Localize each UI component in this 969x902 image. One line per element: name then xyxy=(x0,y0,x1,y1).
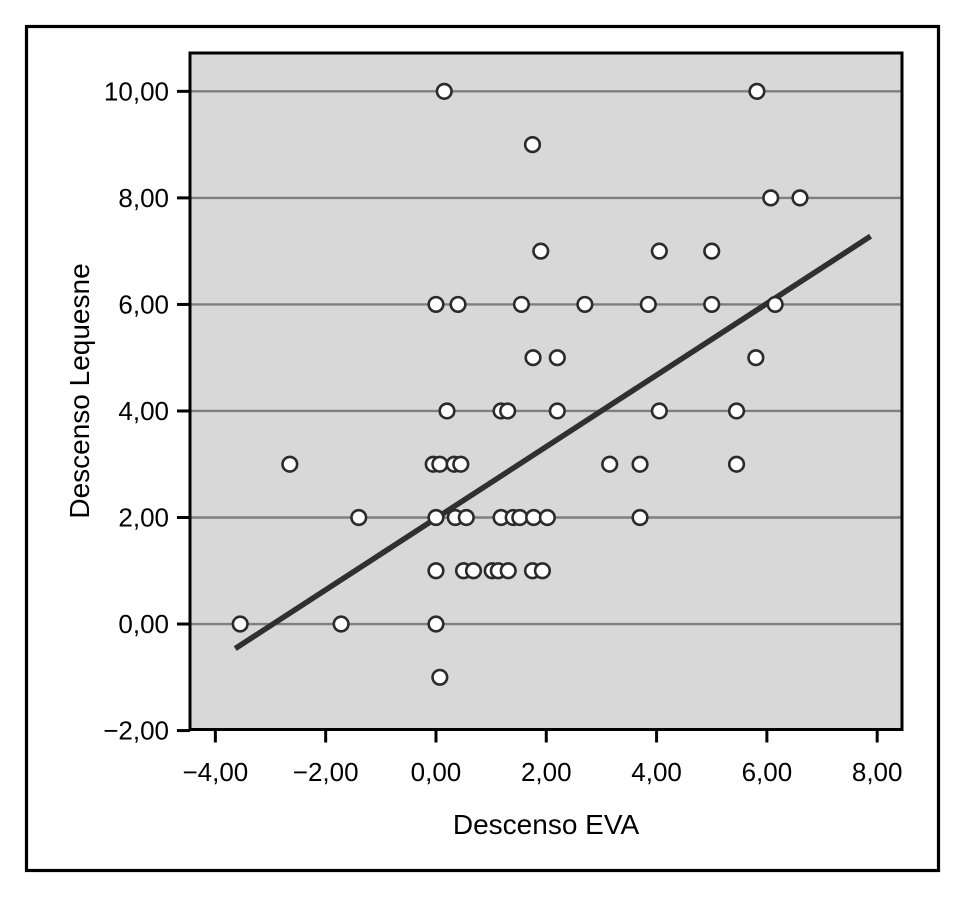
data-point xyxy=(499,402,517,420)
data-point xyxy=(538,508,556,527)
data-point xyxy=(548,349,566,367)
data-point xyxy=(281,455,299,473)
data-point xyxy=(748,82,766,100)
data-point xyxy=(727,455,746,473)
data-point xyxy=(703,242,721,260)
y-tick-label-8: 8,00 xyxy=(118,183,169,213)
y-tick-label-10: 10,00 xyxy=(104,76,169,106)
regression-line xyxy=(233,233,873,651)
data-point xyxy=(427,508,445,527)
data-point xyxy=(332,615,350,633)
data-point xyxy=(512,295,531,314)
data-point xyxy=(650,242,668,260)
x-tick-label-6: 6,00 xyxy=(742,757,793,787)
data-point xyxy=(431,668,449,686)
x-tick-label--4: −4,00 xyxy=(182,757,248,787)
data-point xyxy=(438,402,456,420)
data-point xyxy=(762,189,780,207)
data-point xyxy=(524,508,543,527)
data-point xyxy=(452,455,470,473)
data-point xyxy=(464,562,483,580)
axis-ticks-group xyxy=(177,89,879,743)
data-point xyxy=(350,508,368,527)
y-axis-title: Descenso Lequesne xyxy=(64,263,95,518)
data-point xyxy=(747,349,765,367)
data-point xyxy=(427,615,445,633)
data-point xyxy=(435,82,453,100)
data-point xyxy=(449,295,467,314)
data-point xyxy=(727,402,746,420)
data-point xyxy=(231,615,249,633)
y-tick-label-0: 0,00 xyxy=(118,609,169,639)
data-point xyxy=(533,562,552,580)
data-point xyxy=(532,242,550,260)
data-point xyxy=(524,349,542,367)
data-point xyxy=(631,455,649,473)
tick-labels-group: −4,00 −2,00 0,00 2,00 4,00 6,00 8,00 −2,00 0,00 2… xyxy=(103,76,902,787)
outer-frame xyxy=(24,24,941,873)
data-point xyxy=(766,295,784,314)
plot-area-background xyxy=(190,53,902,730)
data-point xyxy=(511,508,529,527)
data-point xyxy=(431,455,449,473)
data-point xyxy=(499,562,517,580)
data-point xyxy=(650,402,668,420)
data-point xyxy=(457,508,475,527)
data-point xyxy=(703,295,721,314)
x-tick-label-8: 8,00 xyxy=(852,757,903,787)
x-tick-label-0: 0,00 xyxy=(411,757,462,787)
data-point xyxy=(631,508,649,527)
y-tick-label-6: 6,00 xyxy=(118,289,169,319)
data-point xyxy=(523,136,542,154)
y-tick-label-2: 2,00 xyxy=(118,502,169,532)
x-axis-title: Descenso EVA xyxy=(453,809,640,840)
x-tick-label--2: −2,00 xyxy=(293,757,359,787)
data-points-group xyxy=(231,82,809,686)
y-tick-label--2: −2,00 xyxy=(103,716,169,746)
data-point xyxy=(548,402,566,420)
y-tick-label-4: 4,00 xyxy=(118,396,169,426)
data-point xyxy=(791,189,809,207)
data-point xyxy=(601,455,619,473)
plot-border xyxy=(188,51,904,731)
data-point xyxy=(576,295,594,314)
data-point xyxy=(639,295,657,314)
x-tick-label-4: 4,00 xyxy=(631,757,682,787)
x-tick-label-2: 2,00 xyxy=(521,757,572,787)
data-point xyxy=(427,295,445,314)
data-point xyxy=(427,562,445,580)
